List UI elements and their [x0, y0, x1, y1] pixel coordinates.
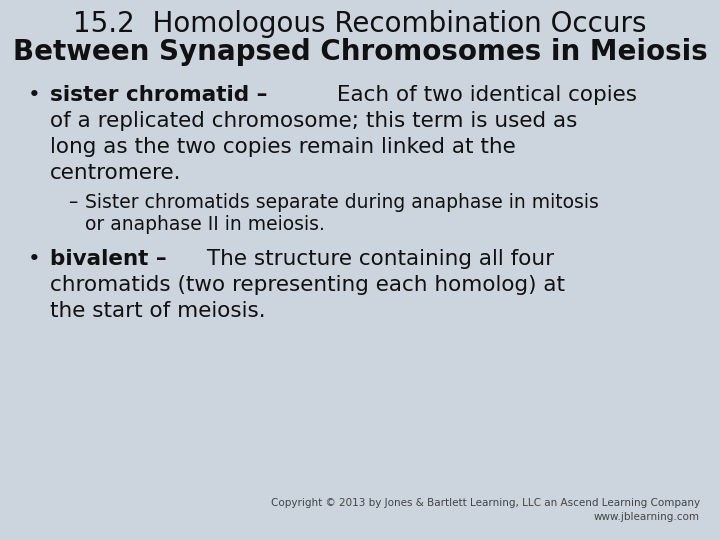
- Text: 15.2  Homologous Recombination Occurs: 15.2 Homologous Recombination Occurs: [73, 10, 647, 38]
- Text: •: •: [28, 85, 41, 105]
- Text: sister chromatid –: sister chromatid –: [50, 85, 267, 105]
- Text: long as the two copies remain linked at the: long as the two copies remain linked at …: [50, 137, 516, 157]
- Text: Each of two identical copies: Each of two identical copies: [330, 85, 637, 105]
- Text: of a replicated chromosome; this term is used as: of a replicated chromosome; this term is…: [50, 111, 577, 131]
- Text: the start of meiosis.: the start of meiosis.: [50, 301, 266, 321]
- Text: bivalent –: bivalent –: [50, 249, 166, 269]
- Text: Between Synapsed Chromosomes in Meiosis: Between Synapsed Chromosomes in Meiosis: [13, 38, 707, 66]
- Text: centromere.: centromere.: [50, 163, 181, 183]
- Text: The structure containing all four: The structure containing all four: [200, 249, 554, 269]
- Text: Sister chromatids separate during anaphase in mitosis: Sister chromatids separate during anapha…: [85, 193, 599, 212]
- Text: chromatids (two representing each homolog) at: chromatids (two representing each homolo…: [50, 275, 565, 295]
- Text: –: –: [68, 193, 77, 212]
- Text: or anaphase II in meiosis.: or anaphase II in meiosis.: [85, 215, 325, 234]
- Text: •: •: [28, 249, 41, 269]
- Text: Copyright © 2013 by Jones & Bartlett Learning, LLC an Ascend Learning Company
ww: Copyright © 2013 by Jones & Bartlett Lea…: [271, 498, 700, 522]
